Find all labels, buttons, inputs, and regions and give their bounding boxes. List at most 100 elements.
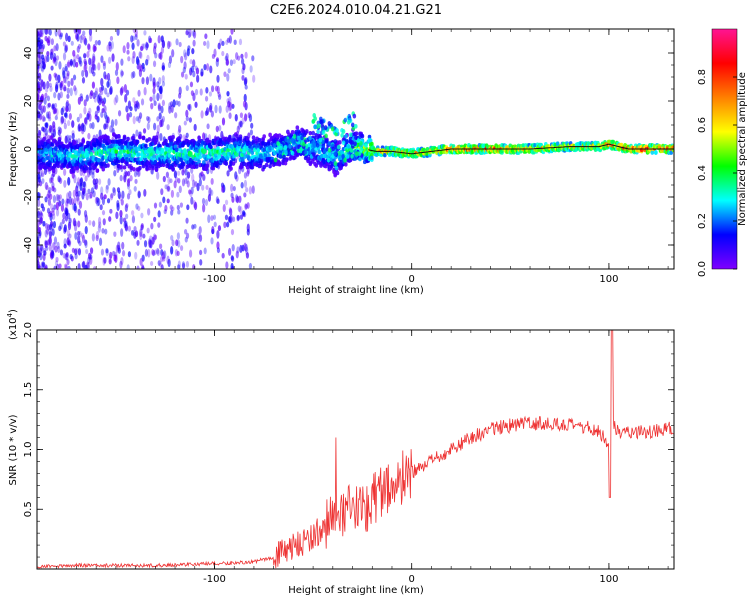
heatmap-cell xyxy=(126,136,130,142)
heatmap-cell xyxy=(39,252,43,261)
heatmap-cell xyxy=(158,143,162,149)
heatmap-cell xyxy=(89,247,94,255)
heatmap-cell xyxy=(132,97,136,103)
heatmap-cell xyxy=(216,241,220,250)
heatmap-cell xyxy=(327,147,332,153)
heatmap-cell xyxy=(39,210,43,216)
heatmap-cell xyxy=(73,140,77,146)
heatmap-cell xyxy=(105,120,109,128)
heatmap-cell xyxy=(139,228,143,237)
heatmap-cell xyxy=(57,129,61,136)
heatmap-cell xyxy=(114,149,119,154)
heatmap-cell xyxy=(54,146,58,152)
heatmap-cell xyxy=(114,254,118,263)
heatmap-cell xyxy=(89,191,93,199)
heatmap-cell xyxy=(51,168,56,174)
heatmap-cell xyxy=(190,186,194,195)
heatmap-cell xyxy=(103,155,108,160)
heatmap-cell xyxy=(264,162,269,168)
heatmap-cell xyxy=(49,135,53,140)
heatmap-cell xyxy=(197,135,201,140)
heatmap-cell xyxy=(241,117,245,125)
heatmap-cell xyxy=(102,218,106,226)
heatmap-cell xyxy=(125,213,129,220)
colorbar-tick-label: 0.6 xyxy=(697,117,708,133)
heatmap-cell xyxy=(46,55,50,63)
heatmap-cell xyxy=(350,122,355,128)
heatmap-cell xyxy=(307,150,312,156)
heatmap-cell xyxy=(157,222,161,228)
heatmap-cell xyxy=(218,105,222,114)
heatmap-cell xyxy=(230,214,234,223)
heatmap-cell xyxy=(77,96,81,105)
heatmap-cell xyxy=(177,239,181,248)
heatmap-cell xyxy=(185,109,189,118)
heatmap-cell xyxy=(66,72,70,80)
heatmap-cell xyxy=(180,71,185,78)
heatmap-cell xyxy=(65,99,70,107)
heatmap-cell xyxy=(167,159,172,164)
heatmap-cell xyxy=(161,99,166,107)
heatmap-cell xyxy=(44,182,48,190)
heatmap-cell xyxy=(119,215,123,225)
heatmap-cell xyxy=(139,156,143,162)
heatmap-cell xyxy=(619,142,624,148)
heatmap-cell xyxy=(209,144,213,150)
heatmap-cell xyxy=(344,162,348,167)
heatmap-cell xyxy=(87,110,91,118)
heatmap-cell xyxy=(48,186,52,194)
heatmap-cell xyxy=(205,184,209,191)
heatmap-cell xyxy=(193,201,198,211)
heatmap-cell xyxy=(63,180,67,188)
heatmap-cell xyxy=(62,212,66,220)
heatmap-cell xyxy=(272,143,277,148)
heatmap-cell xyxy=(311,130,316,136)
heatmap-cell xyxy=(72,50,76,57)
heatmap-cell xyxy=(135,129,139,137)
heatmap-cell xyxy=(222,204,226,213)
heatmap-cell xyxy=(101,100,105,107)
heatmap-cell xyxy=(54,260,59,267)
heatmap-cell xyxy=(126,112,130,122)
heatmap-cell xyxy=(201,184,205,191)
heatmap-cell xyxy=(85,94,89,102)
heatmap-cell xyxy=(108,216,112,222)
heatmap-cell xyxy=(76,33,80,42)
heatmap-cell xyxy=(330,126,335,132)
heatmap-cell xyxy=(136,152,141,157)
heatmap-cell xyxy=(117,241,121,250)
heatmap-cell xyxy=(268,132,272,138)
heatmap-cell xyxy=(72,189,76,198)
heatmap-cell xyxy=(166,185,171,192)
heatmap-cell xyxy=(80,146,84,151)
heatmap-cell xyxy=(40,108,44,116)
heatmap-cell xyxy=(249,65,253,73)
heatmap-cell xyxy=(39,29,44,34)
heatmap-cell xyxy=(73,197,77,206)
heatmap-cell xyxy=(219,38,223,46)
x-tick-label: 0 xyxy=(409,274,415,285)
heatmap-cell xyxy=(101,108,105,113)
heatmap-cell xyxy=(117,110,122,117)
heatmap-cell xyxy=(230,183,234,192)
heatmap-cell xyxy=(75,194,80,202)
heatmap-cell xyxy=(45,245,49,251)
heatmap-cell xyxy=(39,211,43,218)
heatmap-cell xyxy=(116,29,120,36)
heatmap-cell xyxy=(134,33,138,41)
heatmap-cell xyxy=(208,91,213,97)
heatmap-cell xyxy=(92,71,96,77)
heatmap-cell xyxy=(214,104,218,114)
heatmap-cell xyxy=(95,231,100,240)
heatmap-cell xyxy=(177,264,181,269)
heatmap-cell xyxy=(55,193,59,202)
heatmap-cell xyxy=(42,61,46,70)
spectrogram-y-ticks: -40 -20 0 20 40 xyxy=(23,28,674,270)
heatmap-cell xyxy=(176,250,180,257)
heatmap-cell xyxy=(243,192,247,198)
heatmap-cell xyxy=(67,221,72,231)
heatmap-cell xyxy=(273,157,278,163)
heatmap-cell xyxy=(137,205,141,211)
heatmap-cell xyxy=(47,198,51,206)
heatmap-cell xyxy=(37,144,42,150)
